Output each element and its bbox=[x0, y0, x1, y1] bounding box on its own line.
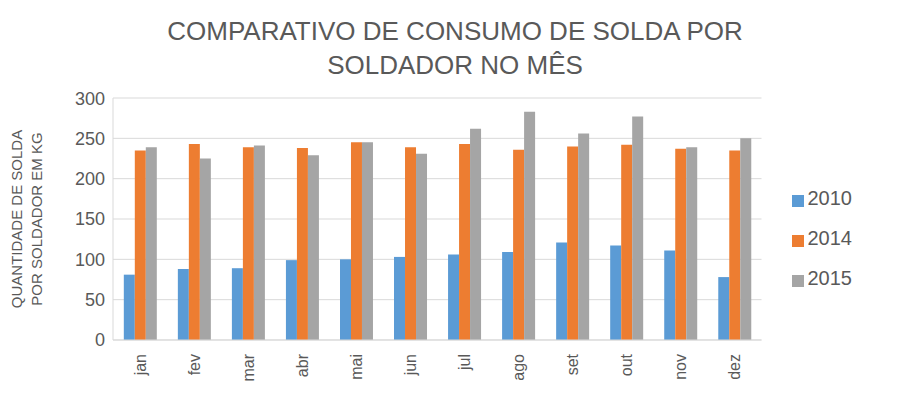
svg-text:150: 150 bbox=[75, 209, 105, 229]
svg-text:QUANTIDADE DE SOLDAPOR SOLDADO: QUANTIDADE DE SOLDAPOR SOLDADOR EM KG bbox=[8, 130, 45, 308]
html-text:COMPARATIVO DE CONSUMO DE SOLD: COMPARATIVO DE CONSUMO DE SOLDA POR SOLD… bbox=[167, 16, 743, 80]
html-text:2010: 2010 bbox=[807, 187, 852, 209]
svg-text:fev: fev bbox=[186, 354, 203, 375]
svg-text:ago: ago bbox=[510, 354, 527, 381]
svg-text:250: 250 bbox=[75, 129, 105, 149]
svg-text:set: set bbox=[564, 353, 581, 375]
svg-text:mar: mar bbox=[240, 353, 257, 381]
svg-text:abr: abr bbox=[294, 353, 311, 377]
svg-text:0: 0 bbox=[95, 330, 105, 350]
svg-text:300: 300 bbox=[75, 89, 105, 109]
html-text:2015: 2015 bbox=[807, 267, 852, 289]
svg-text:dez: dez bbox=[726, 354, 743, 380]
svg-text:jun: jun bbox=[402, 354, 419, 376]
svg-text:200: 200 bbox=[75, 169, 105, 189]
svg-text:nov: nov bbox=[672, 354, 689, 380]
html-text:2014: 2014 bbox=[807, 227, 852, 249]
svg-text:jul: jul bbox=[456, 354, 473, 371]
svg-text:100: 100 bbox=[75, 250, 105, 270]
svg-text:mai: mai bbox=[348, 354, 365, 380]
svg-text:out: out bbox=[618, 353, 635, 376]
svg-text:jan: jan bbox=[132, 354, 149, 376]
svg-text:50: 50 bbox=[85, 290, 105, 310]
